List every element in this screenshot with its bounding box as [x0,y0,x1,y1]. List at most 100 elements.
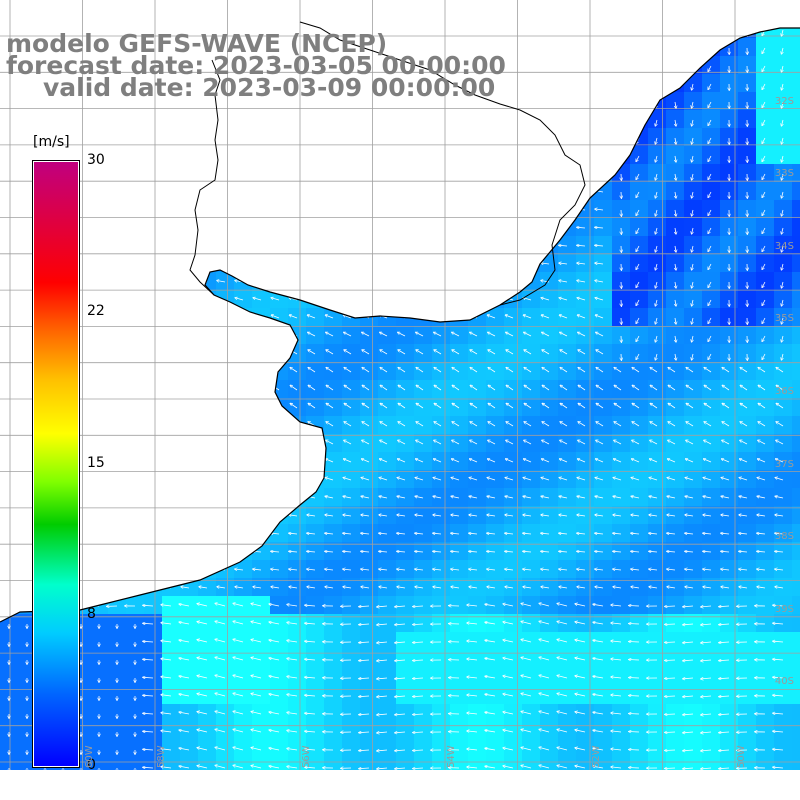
wind-arrow [145,569,154,570]
wind-speed-cell [108,182,127,201]
wind-speed-cell [666,578,685,597]
wind-speed-cell [630,596,649,615]
wind-arrow [636,47,640,53]
wind-arrow [20,404,28,409]
wind-speed-cell [252,596,271,615]
wind-speed-cell [144,686,163,705]
wind-speed-cell [234,524,253,543]
wind-arrow [128,350,136,355]
wind-arrow [91,298,100,301]
wind-speed-cell [234,452,253,471]
wind-speed-cell [792,722,800,741]
wind-speed-cell [198,326,217,345]
wind-speed-cell [720,56,739,75]
wind-arrow [127,263,136,264]
wind-speed-cell [738,254,757,273]
wind-speed-cell [0,452,19,471]
wind-speed-cell [558,290,577,309]
wind-arrow [451,191,460,192]
wind-speed-cell [576,686,595,705]
wind-speed-cell [756,596,775,615]
wind-arrow [416,28,424,31]
wind-speed-cell [702,488,721,507]
wind-speed-cell [108,470,127,489]
wind-speed-cell [324,380,343,399]
wind-speed-cell [270,740,289,759]
wind-speed-cell [378,164,397,183]
wind-arrow [199,496,208,499]
wind-speed-cell [324,686,343,705]
wind-speed-cell [648,362,667,381]
wind-speed-cell [396,740,415,759]
wind-arrow [505,209,514,210]
wind-speed-cell [684,632,703,651]
wind-speed-cell [450,182,469,201]
wind-speed-cell [630,560,649,579]
wind-arrow [272,332,280,337]
wind-arrow [560,28,568,31]
wind-arrow [506,98,514,103]
wind-speed-cell [504,272,523,291]
wind-speed-cell [144,110,163,129]
wind-speed-cell [162,596,181,615]
wind-speed-cell [630,146,649,165]
wind-speed-cell [342,740,361,759]
wind-speed-cell [630,380,649,399]
wind-speed-cell [396,758,415,770]
wind-arrow [343,227,352,228]
wind-speed-cell [702,614,721,633]
wind-speed-cell [720,416,739,435]
wind-arrow [708,47,712,53]
wind-arrow [145,478,154,481]
wind-arrow [289,496,298,499]
wind-speed-cell [324,722,343,741]
wind-speed-cell [756,128,775,147]
wind-speed-cell [504,704,523,723]
wind-speed-cell [234,308,253,327]
wind-speed-cell [738,524,757,543]
wind-speed-cell [252,506,271,525]
wind-arrow [1,587,10,588]
wind-speed-cell [198,596,217,615]
wind-arrow [692,101,693,108]
wind-arrow [762,65,766,71]
wind-arrow [272,350,280,355]
wind-speed-cell [684,326,703,345]
wind-arrow [782,65,784,72]
wind-speed-cell [252,470,271,489]
wind-speed-cell [774,182,793,201]
wind-speed-cell [216,650,235,669]
wind-arrow [596,62,604,67]
wind-arrow [434,135,442,139]
wind-arrow [708,101,712,107]
wind-arrow [308,135,316,139]
wind-speed-cell [0,740,19,759]
wind-speed-cell [432,560,451,579]
wind-arrow [200,116,208,121]
wind-arrow [434,116,442,121]
wind-speed-cell [0,758,19,770]
wind-speed-cell [540,704,559,723]
wind-speed-cell [540,326,559,345]
wind-speed-cell [684,578,703,597]
wind-arrow [782,155,784,162]
wind-speed-cell [720,488,739,507]
wind-speed-cell [666,704,685,723]
wind-arrow [542,116,550,121]
wind-speed-cell [198,218,217,237]
wind-speed-cell [432,506,451,525]
wind-speed-cell [540,524,559,543]
wind-arrow [308,459,316,463]
wind-arrow [290,440,298,445]
wind-arrow [308,440,316,445]
wind-speed-cell [540,596,559,615]
wind-speed-cell [540,164,559,183]
wind-arrow [91,191,100,192]
wind-speed-cell [774,398,793,417]
wind-arrow [38,116,46,121]
wind-speed-cell [684,434,703,453]
wind-speed-cell [666,524,685,543]
wind-speed-cell [0,524,19,543]
wind-arrow [91,533,100,534]
wind-speed-cell [432,596,451,615]
